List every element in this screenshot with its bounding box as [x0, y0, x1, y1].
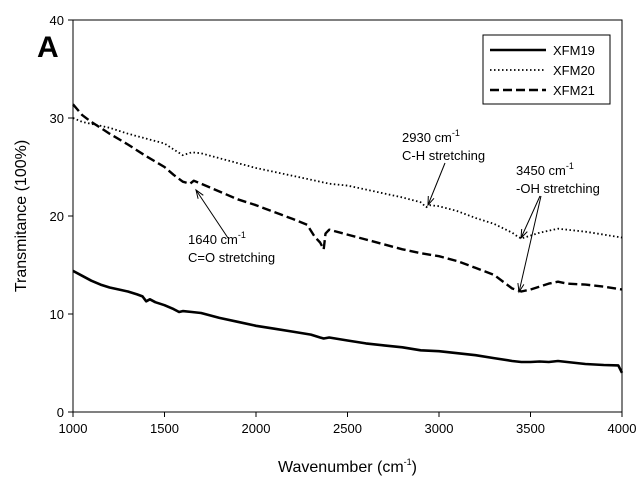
y-tick-label: 0: [57, 405, 64, 420]
legend: XFM19 XFM20 XFM21: [482, 34, 611, 105]
annotation-arrow-line: [195, 189, 229, 239]
x-axis-title-sup: -1: [404, 457, 412, 467]
annotation-arrow-line: [518, 195, 542, 293]
annotation-wavenumber: 2930 cm: [402, 130, 452, 145]
legend-box: [482, 34, 611, 105]
x-tick-label: 2500: [333, 421, 362, 436]
y-tick-label: 20: [50, 209, 64, 224]
annotation-arrow-line: [427, 162, 446, 206]
x-tick-label: 2000: [242, 421, 271, 436]
x-axis-title: Wavenumber (cm-1): [278, 457, 417, 476]
x-tick-label: 3500: [516, 421, 545, 436]
annotation-label: 2930 cm-1: [402, 128, 460, 145]
series-line-xfm21: [72, 103, 623, 293]
annotation-arrow-line: [520, 195, 541, 239]
series-group: [72, 103, 624, 374]
y-tick-label: 40: [50, 13, 64, 28]
x-axis-title-suffix: ): [412, 459, 417, 476]
annotation-label: 3450 cm-1: [516, 161, 574, 178]
series-line-xfm20: [72, 117, 623, 240]
x-tick-label: 3000: [425, 421, 454, 436]
annotation-label: 1640 cm-1: [188, 230, 246, 247]
annotation-unit-sup: -1: [566, 161, 574, 171]
annotation-arrow-head: [520, 228, 528, 240]
annotation-wavenumber: 1640 cm: [188, 232, 238, 247]
x-tick-label: 1000: [59, 421, 88, 436]
annotation-unit-sup: -1: [238, 230, 246, 240]
annotation-description: C-H stretching: [402, 148, 485, 163]
legend-label-xfm20: XFM20: [553, 63, 595, 78]
legend-label-xfm19: XFM19: [553, 43, 595, 58]
annotation-unit-sup: -1: [452, 128, 460, 138]
annotation-arrow-head: [517, 283, 525, 294]
y-axis-title: Transmitance (100%): [13, 140, 30, 292]
annotation-description: C=O stretching: [188, 250, 275, 265]
annotation-arrow-head: [427, 195, 435, 207]
x-tick-label: 1500: [150, 421, 179, 436]
panel-label: A: [37, 31, 59, 64]
series-line-xfm19: [72, 269, 624, 374]
annotation-wavenumber: 3450 cm: [516, 163, 566, 178]
y-tick-label: 30: [50, 111, 64, 126]
x-axis-ticks: 1000 1500 2000 2500 3000 3500 4000: [59, 412, 637, 436]
x-axis-title-main: Wavenumber (cm: [278, 459, 404, 476]
y-tick-label: 10: [50, 307, 64, 322]
annotation-description: -OH stretching: [516, 181, 600, 196]
x-tick-label: 4000: [608, 421, 637, 436]
legend-label-xfm21: XFM21: [553, 83, 595, 98]
y-axis-ticks: 0 10 20 30 40: [50, 13, 73, 420]
annotation-arrow-head: [195, 188, 204, 199]
